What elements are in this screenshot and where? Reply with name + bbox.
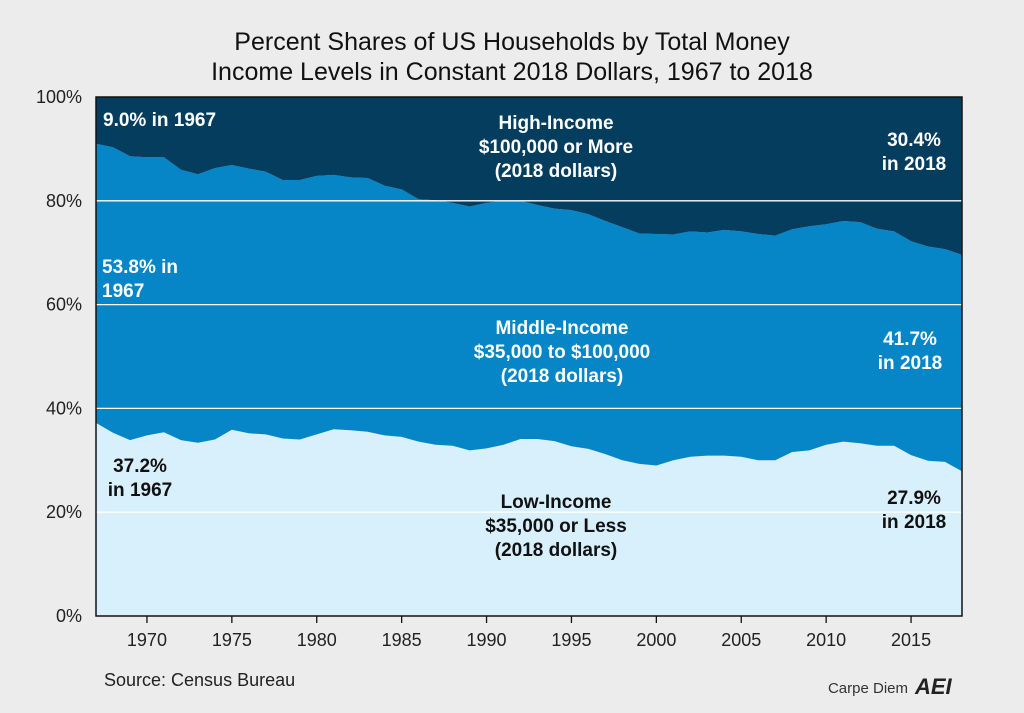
annotation-high-1967: 9.0% in 1967 bbox=[103, 110, 216, 131]
x-tick-label: 1995 bbox=[551, 630, 591, 650]
chart-title-line-2: Income Levels in Constant 2018 Dollars, … bbox=[211, 58, 813, 86]
aei-logo: AEI bbox=[914, 674, 953, 699]
annotation-mid-label: Middle-Income $35,000 to $100,000 (2018 do… bbox=[474, 318, 650, 387]
annotation-high-2018: 30.4% in 2018 bbox=[882, 130, 946, 175]
annotation-line: in 1967 bbox=[108, 480, 172, 501]
y-tick-label: 20% bbox=[46, 502, 82, 522]
annotation-line: in 2018 bbox=[882, 154, 946, 175]
x-tick-label: 1990 bbox=[467, 630, 507, 650]
annotation-line: 27.9% bbox=[887, 488, 941, 509]
annotation-line: (2018 dollars) bbox=[495, 540, 618, 561]
annotation-low-label: Low-Income $35,000 or Less (2018 dollars) bbox=[485, 492, 627, 561]
annotation-high-label: High-Income $100,000 or More (2018 dollars… bbox=[479, 113, 633, 182]
annotation-line: Middle-Income bbox=[495, 318, 628, 339]
x-tick-label: 2010 bbox=[806, 630, 846, 650]
area-middle-income bbox=[96, 143, 962, 472]
annotation-low-1967: 37.2% in 1967 bbox=[108, 456, 172, 501]
annotation-low-2018: 27.9% in 2018 bbox=[882, 488, 946, 533]
x-tick-label: 2015 bbox=[891, 630, 931, 650]
y-tick-label: 80% bbox=[46, 191, 82, 211]
y-tick-label: 40% bbox=[46, 398, 82, 418]
chart-title-line-1: Percent Shares of US Households by Total… bbox=[234, 28, 790, 56]
x-tick-label: 1980 bbox=[297, 630, 337, 650]
gridlines bbox=[96, 200, 962, 513]
y-tick-label: 100% bbox=[36, 87, 82, 107]
annotation-line: Low-Income bbox=[501, 492, 612, 513]
y-tick-label: 60% bbox=[46, 295, 82, 315]
x-tick-label: 1970 bbox=[127, 630, 167, 650]
annotation-line: (2018 dollars) bbox=[501, 366, 624, 387]
annotation-line: $100,000 or More bbox=[479, 137, 633, 158]
annotation-line: 53.8% in bbox=[102, 257, 178, 278]
chart-title: Percent Shares of US Households by Total… bbox=[211, 28, 813, 86]
area-high-income bbox=[96, 97, 962, 255]
x-axis: 1970 1975 1980 1985 1990 1995 2000 2005 2010 2015 bbox=[127, 616, 931, 650]
plot-frame bbox=[95, 96, 963, 617]
annotation-mid-1967: 53.8% in 1967 bbox=[102, 257, 178, 302]
x-tick-label: 1975 bbox=[212, 630, 252, 650]
annotation-line: 37.2% bbox=[113, 456, 167, 477]
x-tick-label: 2000 bbox=[636, 630, 676, 650]
annotation-line: $35,000 or Less bbox=[485, 516, 627, 537]
annotation-line: High-Income bbox=[498, 113, 613, 134]
annotation-line: $35,000 to $100,000 bbox=[474, 342, 650, 363]
annotation-line: in 2018 bbox=[878, 353, 942, 374]
annotation-mid-2018: 41.7% in 2018 bbox=[878, 329, 942, 374]
y-axis: 0% 20% 40% 60% 80% 100% bbox=[36, 87, 82, 626]
x-tick-label: 2005 bbox=[721, 630, 761, 650]
y-tick-label: 0% bbox=[56, 606, 82, 626]
x-tick-label: 1985 bbox=[382, 630, 422, 650]
area-low-income bbox=[96, 422, 962, 616]
annotation-line: 30.4% bbox=[887, 130, 941, 151]
annotation-line: 1967 bbox=[102, 281, 144, 302]
annotation-line: 9.0% in 1967 bbox=[103, 110, 216, 131]
annotation-line: (2018 dollars) bbox=[495, 161, 618, 182]
annotation-line: 41.7% bbox=[883, 329, 937, 350]
plot-areas bbox=[96, 97, 962, 616]
source-note: Source: Census Bureau bbox=[104, 670, 295, 690]
annotation-line: in 2018 bbox=[882, 512, 946, 533]
annotations: 9.0% in 1967 High-Income $100,000 or More (… bbox=[102, 110, 946, 561]
brand-name: Carpe Diem bbox=[828, 680, 908, 697]
